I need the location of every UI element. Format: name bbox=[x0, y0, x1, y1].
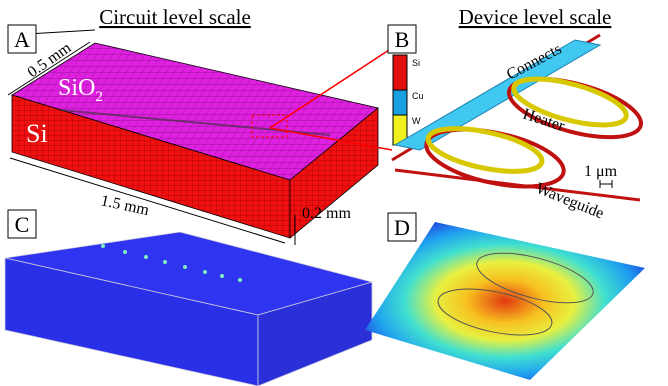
panel-label: B bbox=[395, 27, 410, 52]
legend-label: Si bbox=[412, 58, 420, 68]
panel-label: D bbox=[394, 215, 410, 240]
panel-label: A bbox=[14, 27, 30, 52]
formula: SiO bbox=[58, 75, 95, 101]
panel-label: C bbox=[15, 212, 30, 237]
length-label: 1.5 mm bbox=[99, 192, 151, 219]
scale-label: 1 μm bbox=[584, 163, 618, 180]
height-label: 0.2 mm bbox=[302, 205, 351, 222]
bottom-material: Si bbox=[26, 119, 48, 148]
header-right: Device level scale bbox=[459, 5, 612, 29]
waveguide-label: Waveguide bbox=[534, 180, 607, 223]
thermal-block bbox=[5, 232, 372, 386]
thermal-map bbox=[365, 222, 645, 380]
figure: Circuit level scale Device level scale A… bbox=[0, 0, 668, 386]
header-left: Circuit level scale bbox=[99, 5, 251, 29]
legend-label: Cu bbox=[412, 91, 424, 101]
legend-label: W bbox=[412, 116, 421, 126]
subscript: 2 bbox=[95, 89, 103, 105]
